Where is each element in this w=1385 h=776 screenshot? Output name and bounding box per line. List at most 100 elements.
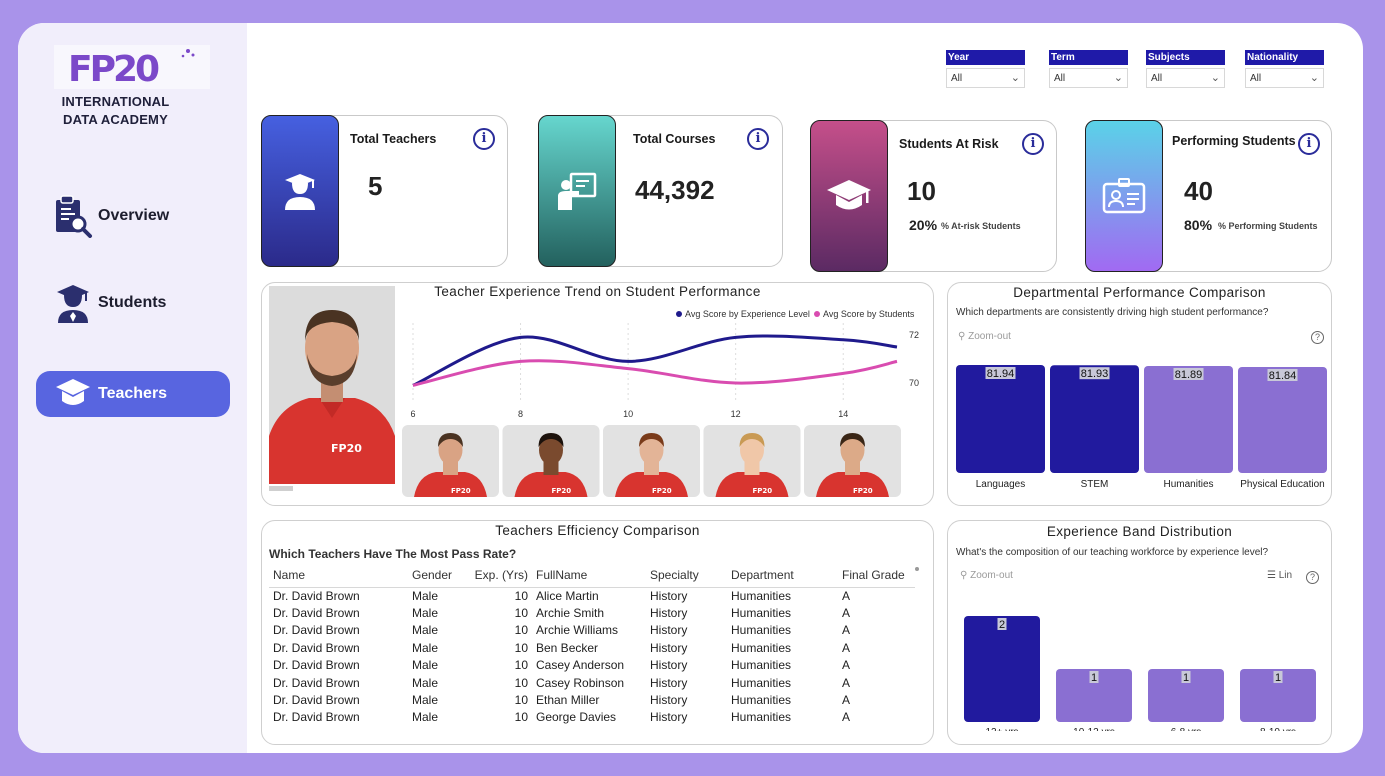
col-fullname[interactable]: FullName: [532, 567, 646, 588]
info-icon[interactable]: i: [747, 128, 769, 150]
filter-term[interactable]: Term All ⌄: [1049, 50, 1128, 88]
efficiency-subtitle: Which Teachers Have The Most Pass Rate?: [269, 547, 517, 561]
data-label: 81.84: [1269, 370, 1297, 382]
scrollbar-handle[interactable]: [915, 567, 919, 571]
table-cell: A: [842, 693, 851, 708]
col-name[interactable]: Name: [269, 567, 408, 588]
table-cell: 10: [514, 710, 528, 725]
nav-teachers[interactable]: Teachers: [36, 371, 230, 417]
col-exp[interactable]: Exp. (Yrs): [470, 567, 532, 588]
bar[interactable]: [1144, 366, 1233, 473]
trend-title: Teacher Experience Trend on Student Perf…: [434, 284, 761, 299]
table-row[interactable]: Dr. David Brown Male 10 Archie Smith History…: [269, 604, 915, 621]
y-tick-label: 70: [909, 378, 919, 388]
table-cell: A: [842, 710, 851, 725]
col-department[interactable]: Department: [727, 567, 838, 588]
x-tick-label: 8: [518, 409, 523, 419]
table-cell: George Davies: [536, 710, 617, 725]
kpi-percent-label: % At-risk Students: [941, 221, 1021, 231]
table-cell: Casey Anderson: [536, 658, 625, 673]
table-cell: A: [842, 606, 851, 621]
table-cell: A: [842, 658, 851, 673]
help-icon[interactable]: ?: [1306, 571, 1319, 584]
col-gender[interactable]: Gender: [408, 567, 470, 588]
list-menu-label: Lin: [1278, 570, 1293, 581]
filter-nationality[interactable]: Nationality All ⌄: [1245, 50, 1324, 88]
y-tick-label: 72: [909, 330, 919, 340]
bar[interactable]: [1238, 367, 1327, 473]
table-row[interactable]: Dr. David Brown Male 10 Alice Martin History…: [269, 587, 915, 604]
bar[interactable]: [1050, 365, 1139, 473]
table-cell: Male: [412, 693, 439, 708]
nav-students-label: Students: [98, 294, 167, 311]
filter-nationality-dropdown[interactable]: All ⌄: [1245, 68, 1324, 88]
nav-students[interactable]: Students: [36, 280, 230, 326]
table-row[interactable]: Dr. David Brown Male 10 Casey Robinson Histo…: [269, 674, 915, 691]
filter-subjects[interactable]: Subjects All ⌄: [1146, 50, 1225, 88]
table-cell: Ethan Miller: [536, 693, 600, 708]
data-label: 2: [999, 619, 1005, 631]
bar[interactable]: [964, 616, 1040, 722]
table-row[interactable]: Dr. David Brown Male 10 Casey Anderson Histo…: [269, 657, 915, 674]
col-specialty[interactable]: Specialty: [646, 567, 727, 588]
category-label: 6-8 yrs: [1171, 727, 1202, 731]
kpi-value: 5: [368, 171, 383, 201]
teacher-thumbnail[interactable]: FP20: [804, 425, 901, 497]
teacher-thumbnail[interactable]: FP20: [502, 425, 600, 497]
table-cell: History: [650, 623, 688, 638]
bar[interactable]: [1148, 669, 1224, 722]
sidebar: FP20 INTERNATIONAL DATA ACADEMY Overview: [18, 23, 247, 753]
table-cell: Male: [412, 675, 439, 690]
category-label: 12+ yrs: [985, 727, 1018, 731]
table-row[interactable]: Dr. David Brown Male 10 Archie Williams Hist…: [269, 622, 915, 639]
table-row[interactable]: Dr. David Brown Male 10 Ben Becker History Hu…: [269, 639, 915, 656]
bar[interactable]: [1056, 669, 1132, 722]
bar[interactable]: [1240, 669, 1316, 722]
table-row[interactable]: Dr. David Brown Male 10 George Davies Histor…: [269, 709, 915, 726]
filter-nationality-label: Nationality: [1245, 50, 1324, 65]
list-menu-button[interactable]: ☰ Lin: [1267, 570, 1293, 581]
kpi-title: Total Teachers: [350, 132, 437, 146]
category-label: STEM: [1081, 479, 1109, 490]
table-row[interactable]: Dr. David Brown Male 10 Ethan Miller History…: [269, 691, 915, 708]
zoom-out-button[interactable]: ⚲ Zoom-out: [960, 570, 1013, 581]
bar[interactable]: [956, 365, 1045, 473]
help-icon[interactable]: ?: [1311, 331, 1324, 344]
teacher-thumbnail[interactable]: FP20: [703, 425, 801, 497]
band-panel: Experience Band Distribution What's the …: [947, 520, 1332, 745]
teacher-thumbnail[interactable]: FP20: [603, 425, 700, 497]
zoom-out-button[interactable]: ⚲ Zoom-out: [958, 331, 1011, 342]
band-chart: 2 12+ yrs 1 10-12 yrs 1 6-8 yrs 1 8-10 yrs: [964, 616, 1316, 731]
filter-nationality-value: All: [1250, 73, 1262, 84]
filter-year[interactable]: Year All ⌄: [946, 50, 1025, 88]
dept-subtitle: Which departments are consistently drivi…: [956, 307, 1269, 318]
data-label-bg: [1173, 368, 1204, 380]
col-final-grade[interactable]: Final Grade: [838, 567, 915, 588]
table-cell: Male: [412, 640, 439, 655]
svg-text:FP20: FP20: [652, 487, 672, 495]
trend-panel: Teacher Experience Trend on Student Perf…: [261, 282, 934, 506]
table-cell: Humanities: [731, 693, 792, 708]
teacher-thumbnail[interactable]: FP20: [402, 425, 499, 497]
nav-overview[interactable]: Overview: [36, 193, 230, 239]
nav-overview-label: Overview: [98, 207, 170, 224]
chevron-down-icon: ⌄: [1010, 72, 1020, 84]
legend-marker: [814, 311, 820, 317]
data-label-bg: [985, 367, 1016, 379]
data-label-bg: [1267, 369, 1298, 381]
filter-year-dropdown[interactable]: All ⌄: [946, 68, 1025, 88]
info-icon[interactable]: i: [1298, 133, 1320, 155]
info-icon[interactable]: i: [473, 128, 495, 150]
table-cell: Male: [412, 658, 439, 673]
table-cell: Humanities: [731, 710, 792, 725]
table-cell: Male: [412, 588, 439, 603]
kpi-percent-label: % Performing Students: [1218, 221, 1318, 231]
info-icon[interactable]: i: [1022, 133, 1044, 155]
chevron-down-icon: ⌄: [1113, 72, 1123, 84]
table-cell: A: [842, 588, 851, 603]
table-cell: Humanities: [731, 675, 792, 690]
kpi-tile: [261, 115, 339, 267]
filter-term-dropdown[interactable]: All ⌄: [1049, 68, 1128, 88]
filter-subjects-dropdown[interactable]: All ⌄: [1146, 68, 1225, 88]
table-cell: Archie Williams: [536, 623, 619, 638]
